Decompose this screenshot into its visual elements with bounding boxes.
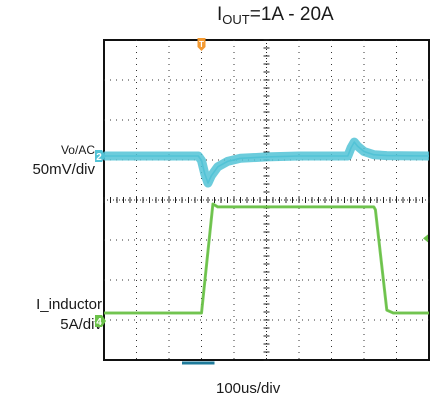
il-channel-marker-shape [95, 315, 106, 327]
il-channel-marker: 4 [95, 315, 106, 328]
il-channel-scale: 5A/div [60, 316, 102, 333]
il-channel-name: I_inductor [36, 296, 102, 313]
vo-channel-marker-label: 2 [96, 152, 102, 163]
vo-trace [104, 141, 430, 184]
trigger-marker-label: T [199, 40, 204, 49]
il-trace [104, 203, 429, 314]
vo-channel-name: Vo/AC [60, 143, 95, 157]
x-axis-label: 100us/div [216, 380, 281, 397]
vo-channel-marker: 2 [95, 150, 106, 163]
scope-markers: 2 4 T [95, 38, 428, 365]
il-channel-label: I_inductor 5A/div [36, 295, 102, 335]
chart-title: IOUT=1A - 20A [217, 4, 334, 27]
trigger-level-marker [423, 234, 428, 243]
vo-channel-scale: 50mV/div [32, 161, 95, 178]
scope-grid [103, 39, 430, 361]
il-channel-marker-label: 4 [96, 317, 102, 328]
scope-traces [104, 137, 430, 315]
trigger-marker-shape [197, 38, 206, 51]
vo-channel-marker-shape [95, 150, 106, 162]
vo-channel-label: Vo/AC 50mV/div [32, 140, 95, 180]
trigger-marker: T [197, 38, 206, 51]
